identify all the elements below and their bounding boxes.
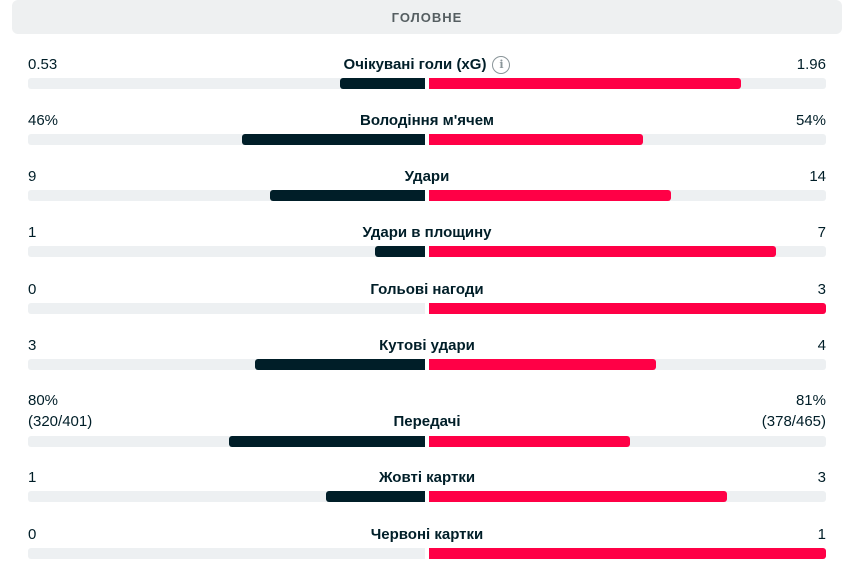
stat-home-value: 0.53 (28, 56, 58, 73)
stat-bar-away-fill (429, 303, 826, 314)
stat-home-value: 9 (28, 168, 37, 185)
stat-home-value: 1 (28, 469, 37, 486)
stat-bar (28, 436, 826, 447)
stat-bar (28, 548, 826, 559)
stat-bar-home-fill (242, 134, 425, 145)
stat-label: Гольові нагоди (28, 281, 826, 299)
stat-away-value: 81% (795, 392, 826, 409)
stat-label-text: Володіння м'ячем (359, 112, 494, 129)
section-header: ГОЛОВНЕ (12, 0, 842, 34)
stat-bar-away-fill (429, 491, 727, 502)
stat-bar-home-fill (340, 78, 425, 89)
stat-bar-away-track (429, 78, 826, 89)
stat-bar-home-track (28, 436, 425, 447)
stat-label-text: Передачі (393, 413, 461, 430)
stat-bar-home-track (28, 303, 425, 314)
stat-bar-away-track (429, 491, 826, 502)
stat-label: Кутові удари (28, 337, 826, 355)
stat-bar (28, 246, 826, 257)
stat-away-value: 14 (809, 168, 826, 185)
stat-bar-home-track (28, 190, 425, 201)
stat-bar-away-fill (429, 548, 826, 559)
stat-away-value: 3 (817, 469, 826, 486)
info-icon[interactable]: i (492, 56, 511, 75)
stat-bar-away-fill (429, 190, 671, 201)
stat-bar-home-fill (229, 436, 425, 447)
stat-away-value: 1.96 (796, 56, 826, 73)
stat-bar-away-fill (429, 134, 643, 145)
stat-label: Жовті картки (28, 469, 826, 487)
stat-label: Передачі (28, 413, 826, 431)
stat-bar (28, 190, 826, 201)
stat-bar-away-track (429, 548, 826, 559)
stat-label-text: Жовті картки (378, 469, 476, 486)
stat-bar-away-fill (429, 359, 656, 370)
stat-away-value: 7 (817, 224, 826, 241)
stat-bar-home-fill (375, 246, 425, 257)
stat-bar-away-track (429, 359, 826, 370)
section-title: ГОЛОВНЕ (391, 9, 463, 25)
stat-bar-home-track (28, 359, 425, 370)
stat-label-text: Очікувані голи (xG) (343, 56, 487, 73)
stat-bar-home-track (28, 246, 425, 257)
stat-bar-away-track (429, 190, 826, 201)
stat-label: Очікувані голи (xG) i (28, 56, 826, 75)
stat-label: Удари (28, 168, 826, 186)
stat-bar (28, 78, 826, 89)
stat-away-subvalue: (378/465) (761, 413, 826, 430)
stat-home-value: 3 (28, 337, 37, 354)
stat-bar-away-track (429, 436, 826, 447)
stat-away-value: 54% (795, 112, 826, 129)
stat-label-text: Гольові нагоди (370, 281, 484, 298)
stat-home-subvalue: (320/401) (28, 413, 93, 430)
stat-label: Червоні картки (28, 526, 826, 544)
stat-bar (28, 359, 826, 370)
stat-bar-home-fill (255, 359, 425, 370)
stat-bar (28, 491, 826, 502)
stat-bar-away-fill (429, 246, 776, 257)
stat-bar (28, 134, 826, 145)
stat-away-value: 4 (817, 337, 826, 354)
stat-home-value: 46% (28, 112, 59, 129)
stat-bar-away-track (429, 134, 826, 145)
stat-away-value: 1 (817, 526, 826, 543)
stat-bar-home-track (28, 78, 425, 89)
stat-home-value: 0 (28, 526, 37, 543)
stat-bar-home-track (28, 548, 425, 559)
stat-bar-home-fill (270, 190, 425, 201)
stat-bar-away-fill (429, 78, 741, 89)
stat-home-value: 0 (28, 281, 37, 298)
stat-bar-home-fill (326, 491, 425, 502)
stat-label-text: Удари (404, 168, 450, 185)
stat-home-value: 1 (28, 224, 37, 241)
stat-label: Удари в площину (28, 224, 826, 242)
stat-away-value: 3 (817, 281, 826, 298)
stat-label-text: Удари в площину (362, 224, 492, 241)
stat-bar-home-track (28, 491, 425, 502)
stat-bar-home-track (28, 134, 425, 145)
stat-bar-away-track (429, 246, 826, 257)
stat-label: Володіння м'ячем (28, 112, 826, 130)
stat-label-text: Червоні картки (370, 526, 484, 543)
stat-bar (28, 303, 826, 314)
stat-label-text: Кутові удари (379, 337, 475, 354)
stat-bar-away-track (429, 303, 826, 314)
stat-bar-away-fill (429, 436, 630, 447)
stat-home-value: 80% (28, 392, 59, 409)
